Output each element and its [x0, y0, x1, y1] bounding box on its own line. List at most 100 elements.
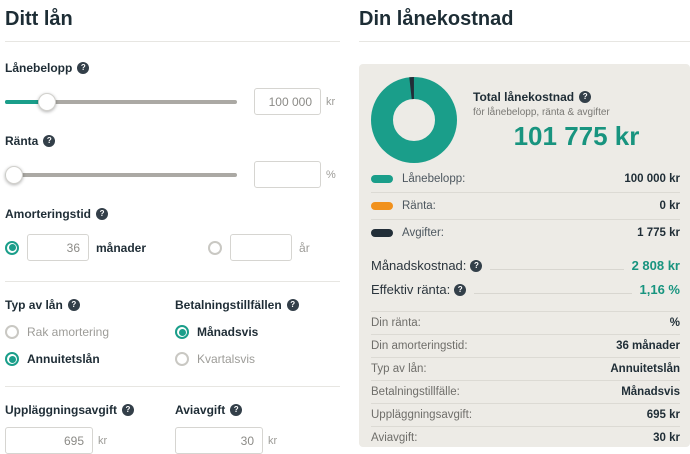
payment-option-quarterly[interactable]: Kvartalsvis [175, 352, 340, 366]
interest-input[interactable] [254, 161, 321, 188]
summary-payment-value: Månadsvis [621, 386, 680, 398]
help-icon[interactable]: ? [43, 135, 56, 147]
divider [5, 41, 340, 42]
loan-amount-label-row: Lånebelopp ? [5, 61, 340, 75]
slider-thumb[interactable] [4, 165, 23, 184]
loan-type-payment-section: Typ av lån ? Rak amortering Annuitetslån… [5, 298, 340, 366]
legend-fees-label: Avgifter: [402, 227, 444, 239]
summary-interest-value: % [669, 317, 680, 329]
setup-fee-column: Uppläggningsavgift ? kr [5, 403, 175, 454]
setup-fee-input[interactable] [5, 427, 93, 454]
monthly-cost-value: 2 808 kr [631, 258, 680, 273]
annuity-radio[interactable] [5, 352, 19, 366]
cost-highlight-rows: Månadskostnad: ? 2 808 kr Effektiv ränta… [371, 258, 680, 297]
summary-row-setup-fee: Uppläggningsavgift: 695 kr [371, 404, 680, 427]
legend-row-interest: Ränta: 0 kr [371, 192, 680, 219]
amortization-months-group: månader [5, 234, 146, 261]
summary-setup-fee-value: 695 kr [646, 409, 680, 421]
invoice-fee-column: Aviavgift ? kr [175, 403, 277, 454]
amortization-label: Amorteringstid [5, 207, 92, 221]
setup-fee-label: Uppläggningsavgift [5, 403, 117, 417]
legend-fees-value: 1 775 kr [637, 227, 680, 239]
loan-type-column: Typ av lån ? Rak amortering Annuitetslån [5, 298, 175, 366]
monthly-cost-label: Månadskostnad: [371, 258, 467, 273]
invoice-fee-unit: kr [268, 434, 278, 447]
interest-unit: % [326, 168, 336, 181]
divider [5, 386, 340, 387]
loan-amount-slider[interactable] [5, 92, 237, 111]
help-icon[interactable]: ? [286, 299, 299, 311]
summary-payment-label: Betalningstillfälle: [371, 386, 460, 398]
payment-frequency-column: Betalningstillfällen ? Månadsvis Kvartal… [175, 298, 340, 366]
invoice-fee-input[interactable] [175, 427, 263, 454]
summary-loan-type-value: Annuitetslån [610, 363, 680, 375]
divider [5, 281, 340, 282]
summary-invoice-fee-label: Aviavgift: [371, 432, 418, 444]
summary-row-payment: Betalningstillfälle: Månadsvis [371, 381, 680, 404]
payment-option-monthly[interactable]: Månadsvis [175, 325, 340, 339]
monthly-radio[interactable] [175, 325, 189, 339]
summary-row-amortization: Din amorteringstid: 36 månader [371, 335, 680, 358]
years-input[interactable] [230, 234, 293, 261]
invoice-fee-input-row: kr [175, 427, 277, 454]
loan-type-label: Typ av lån [5, 298, 63, 312]
interest-slider[interactable] [4, 165, 237, 184]
interest-label: Ränta [5, 134, 39, 148]
loan-amount-slider-row: kr [5, 88, 340, 115]
loan-amount-pill-icon [371, 175, 393, 183]
summary-amortization-value: 36 månader [616, 340, 680, 352]
loan-amount-input[interactable] [254, 88, 321, 115]
months-radio[interactable] [5, 240, 19, 255]
setup-fee-label-row: Uppläggningsavgift ? [5, 403, 175, 417]
loan-amount-unit: kr [326, 95, 336, 108]
panel-loan-cost: Din lånekostnad Total lånekostnad ? för … [359, 0, 690, 447]
legend-interest-value: 0 kr [659, 200, 680, 212]
quarterly-radio[interactable] [175, 352, 189, 366]
invoice-fee-label-row: Aviavgift ? [175, 403, 277, 417]
slider-track[interactable] [5, 99, 237, 104]
fees-section: Uppläggningsavgift ? kr Aviavgift ? kr [5, 403, 340, 454]
slider-thumb[interactable] [37, 92, 56, 111]
loan-summary-table: Din ränta: % Din amorteringstid: 36 måna… [371, 311, 680, 447]
donut-legend: Lånebelopp: 100 000 kr Ränta: 0 kr Avgif… [371, 166, 680, 246]
monthly-cost-label-row: Månadskostnad: ? [371, 258, 483, 273]
quarterly-label: Kvartalsvis [197, 352, 256, 366]
summary-invoice-fee-value: 30 kr [653, 432, 680, 444]
legend-loan-amount-label: Lånebelopp: [402, 173, 466, 185]
help-icon[interactable]: ? [77, 62, 90, 74]
help-icon[interactable]: ? [230, 404, 243, 416]
legend-row-fees: Avgifter: 1 775 kr [371, 219, 680, 246]
summary-row-interest: Din ränta: % [371, 312, 680, 335]
straight-amortization-label: Rak amortering [27, 325, 110, 339]
straight-amortization-radio[interactable] [5, 325, 19, 339]
annuity-label: Annuitetslån [27, 352, 100, 366]
help-icon[interactable]: ? [579, 91, 592, 103]
interest-label-row: Ränta ? [5, 134, 340, 148]
amortization-options: månader år [5, 234, 340, 261]
panel-your-loan: Ditt lån Lånebelopp ? kr Ränta ? [4, 0, 340, 454]
effective-rate-row: Effektiv ränta: ? 1,16 % [371, 282, 680, 297]
leader-line [474, 293, 632, 294]
help-icon[interactable]: ? [122, 404, 134, 416]
years-radio[interactable] [208, 240, 223, 255]
legend-interest-label: Ränta: [402, 200, 436, 212]
interest-slider-row: % [4, 161, 340, 188]
loan-amount-label: Lånebelopp [5, 61, 73, 75]
help-icon[interactable]: ? [454, 283, 467, 296]
months-input[interactable] [27, 234, 89, 261]
help-icon[interactable]: ? [67, 299, 80, 311]
loan-type-option-straight[interactable]: Rak amortering [5, 325, 175, 339]
loan-cost-card: Total lånekostnad ? för lånebelopp, ränt… [359, 64, 690, 447]
total-cost-sublabel: för lånebelopp, ränta & avgifter [473, 107, 610, 118]
amortization-years-group: år [208, 234, 310, 261]
summary-amortization-label: Din amorteringstid: [371, 340, 468, 352]
total-cost-label-row: Total lånekostnad ? [473, 90, 680, 104]
help-icon[interactable]: ? [96, 208, 109, 220]
years-unit: år [299, 240, 310, 255]
help-icon[interactable]: ? [470, 259, 483, 272]
loan-type-option-annuity[interactable]: Annuitetslån [5, 352, 175, 366]
effective-rate-value: 1,16 % [639, 282, 680, 297]
slider-track[interactable] [5, 172, 237, 177]
months-unit: månader [96, 240, 147, 255]
